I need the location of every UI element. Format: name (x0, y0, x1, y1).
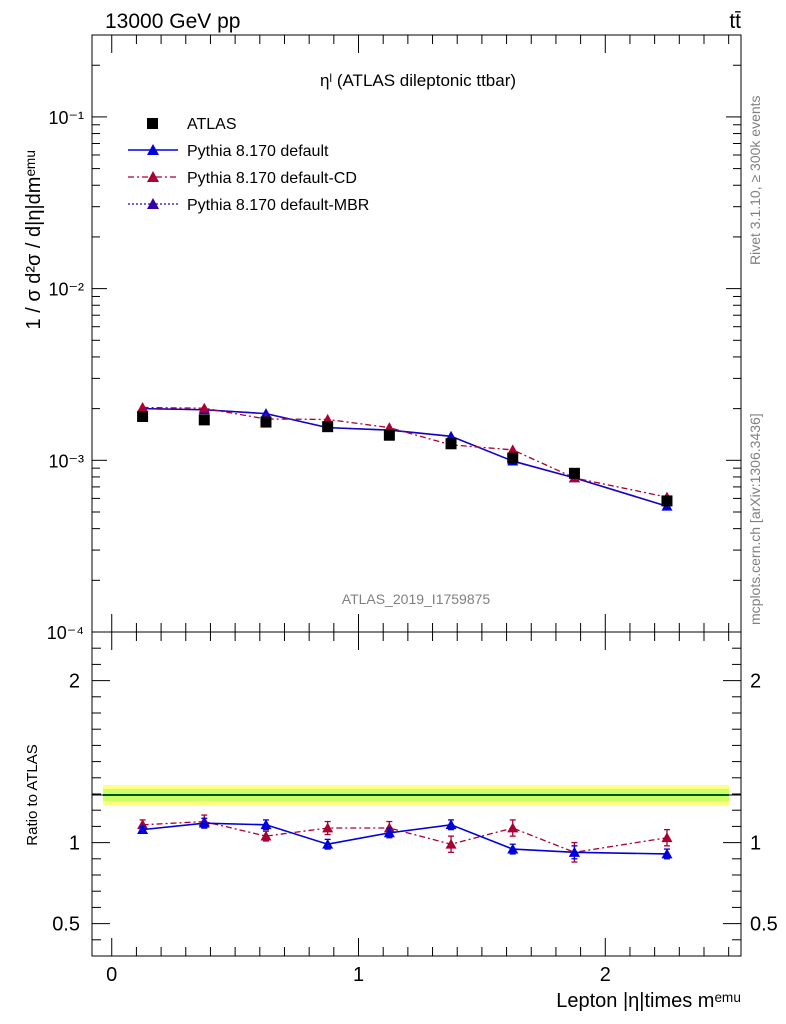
ratio-point-series-1 (445, 838, 457, 849)
ratio-point-series-1 (322, 822, 334, 833)
ratio-point-series-0 (445, 819, 457, 830)
main-point-atlas (661, 495, 673, 507)
main-y-tick-labels: 10⁻⁴ 10⁻³ 10⁻² 10⁻¹ (47, 108, 84, 643)
ratio-point-series-0 (507, 843, 519, 854)
main-y-axis-label: 1 / σ d²σ / d|η|dmᵉᵐᵘ (23, 150, 45, 329)
legend-label-default-cd: Pythia 8.170 default-CD (187, 170, 357, 187)
ratio-point-series-1 (507, 822, 519, 833)
ratio-point-series-0 (322, 838, 334, 849)
ratio-series-group (137, 814, 673, 863)
main-point-series-2 (198, 402, 210, 413)
main-series-line-2 (142, 406, 668, 498)
header-right-label: tt̄ (729, 10, 741, 33)
header-left-label: 13000 GeV pp (105, 10, 240, 33)
ratio-point-series-0 (137, 824, 149, 835)
main-point-series-2 (137, 402, 149, 412)
analysis-watermark: ATLAS_2019_I1759875 (342, 591, 491, 607)
ratio-tick-labels: 0.5 0.5 1 1 2 2 0 1 2 (52, 671, 778, 986)
main-y-tick-label: 10⁻³ (48, 451, 84, 471)
x-tick-label: 2 (600, 964, 611, 986)
main-point-atlas (137, 410, 149, 422)
legend-marker-default-mbr (147, 198, 159, 209)
main-series-line-1 (142, 407, 668, 508)
main-plot: 10⁻⁴ 10⁻³ 10⁻² 10⁻¹ ηˡ (ATLAS dileptonic tt… (23, 34, 742, 643)
legend-label-atlas: ATLAS (187, 116, 237, 133)
legend-marker-default (147, 144, 159, 155)
ratio-y-tick-label-right: 1 (750, 833, 761, 855)
main-point-atlas (322, 421, 334, 433)
main-y-tick-label: 10⁻⁴ (47, 623, 84, 643)
legend-label-default: Pythia 8.170 default (187, 143, 329, 160)
mcplots-side-label: mcplots.cern.ch [arXiv:1306.3436] (747, 413, 763, 625)
main-point-atlas (198, 414, 210, 426)
ratio-series-line-0 (142, 822, 667, 855)
ratio-plot: 0.5 0.5 1 1 2 2 0 1 2 Ratio to ATLAS Lepton |η|t… (24, 631, 778, 1012)
ratio-point-series-0 (260, 819, 272, 830)
x-tick-label: 0 (106, 964, 117, 986)
ratio-y-tick-label-left: 1 (69, 833, 80, 855)
main-plot-title: ηˡ (ATLAS dileptonic ttbar) (320, 71, 516, 90)
ratio-point-series-0 (198, 817, 210, 828)
ratio-y-axis-label: Ratio to ATLAS (24, 744, 41, 845)
main-axis-ticks (92, 35, 741, 633)
ratio-point-series-1 (260, 830, 272, 841)
x-tick-label: 1 (353, 964, 364, 986)
main-y-tick-label: 10⁻² (48, 280, 84, 300)
ratio-series-line-1 (142, 820, 668, 853)
main-point-series-1 (260, 408, 272, 419)
rivet-side-label: Rivet 3.1.10, ≥ 300k events (747, 95, 763, 265)
x-axis-label: Lepton |η|times mᵉᵐᵘ (556, 990, 741, 1012)
main-point-atlas (383, 429, 395, 441)
legend: ATLAS Pythia 8.170 default Pythia 8.170 … (128, 116, 369, 214)
ratio-point-series-1 (661, 832, 673, 843)
legend-marker-atlas (147, 118, 158, 129)
ratio-y-tick-label-right: 2 (750, 671, 761, 693)
ratio-axis-ticks (92, 631, 741, 956)
main-series-line-3 (142, 407, 668, 507)
main-point-atlas (260, 416, 272, 428)
legend-label-default-mbr: Pythia 8.170 default-MBR (187, 197, 369, 214)
main-point-atlas (507, 452, 519, 464)
ratio-y-tick-label-right: 0.5 (750, 914, 778, 936)
main-point-series-2 (383, 422, 395, 433)
main-point-atlas (445, 438, 457, 450)
ratio-y-tick-label-left: 2 (69, 671, 80, 693)
ratio-point-series-0 (661, 848, 673, 859)
ratio-y-tick-label-left: 0.5 (52, 914, 80, 936)
ratio-point-series-0 (568, 846, 580, 857)
ratio-point-series-0 (383, 827, 395, 838)
main-y-tick-label: 10⁻¹ (48, 108, 84, 128)
legend-marker-default-cd (147, 171, 159, 182)
main-series-group (137, 402, 673, 511)
main-point-atlas (568, 467, 580, 479)
main-point-series-2 (507, 444, 519, 455)
